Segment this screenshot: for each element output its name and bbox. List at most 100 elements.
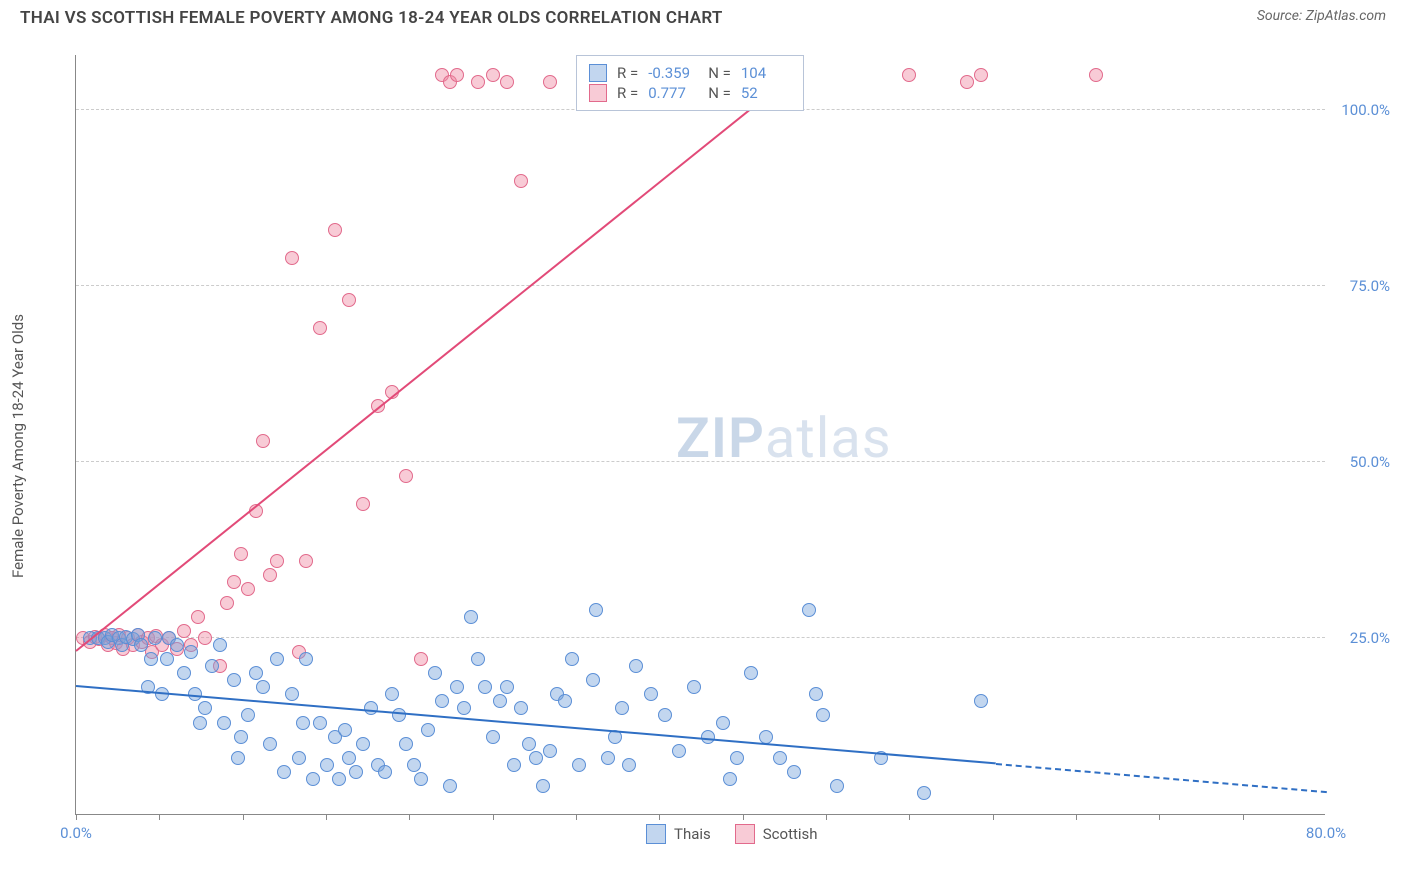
scatter-point (514, 174, 528, 188)
scatter-point (263, 737, 277, 751)
scatter-point (644, 687, 658, 701)
scatter-point (443, 779, 457, 793)
x-tick (993, 814, 994, 820)
scatter-point (716, 716, 730, 730)
gridline (76, 637, 1325, 638)
scatter-point (356, 497, 370, 511)
scatter-point (629, 659, 643, 673)
scatter-point (177, 624, 191, 638)
scatter-point (773, 751, 787, 765)
scatter-point (277, 765, 291, 779)
scatter-point (342, 293, 356, 307)
scatter-point (450, 68, 464, 82)
stats-row: R =0.777N =52 (589, 84, 791, 102)
scatter-point (450, 680, 464, 694)
scatter-point (285, 687, 299, 701)
x-tick-label: 80.0% (1306, 824, 1346, 842)
x-tick (909, 814, 910, 820)
scatter-point (514, 701, 528, 715)
scatter-point (332, 772, 346, 786)
scatter-point (299, 652, 313, 666)
scatter-point (435, 694, 449, 708)
scatter-point (193, 716, 207, 730)
x-tick (826, 814, 827, 820)
legend-swatch (735, 824, 755, 844)
scatter-point (349, 765, 363, 779)
scatter-point (601, 751, 615, 765)
scatter-point (414, 772, 428, 786)
scatter-point (177, 666, 191, 680)
scatter-point (500, 680, 514, 694)
scatter-point (191, 610, 205, 624)
scatter-point (787, 765, 801, 779)
scatter-chart: ZIPatlas 25.0%50.0%75.0%100.0%0.0%80.0%R… (75, 55, 1325, 815)
scatter-point (292, 751, 306, 765)
scatter-point (299, 554, 313, 568)
series-swatch (589, 64, 607, 82)
scatter-point (471, 652, 485, 666)
stat-n-value: 52 (741, 84, 791, 102)
legend-label: Thais (674, 825, 711, 843)
scatter-point (170, 638, 184, 652)
scatter-point (428, 666, 442, 680)
scatter-point (543, 744, 557, 758)
stat-n-value: 104 (741, 64, 791, 82)
scatter-point (256, 680, 270, 694)
scatter-point (486, 68, 500, 82)
scatter-point (486, 730, 500, 744)
scatter-point (471, 75, 485, 89)
scatter-point (144, 652, 158, 666)
scatter-point (205, 659, 219, 673)
stats-legend-box: R =-0.359N =104R =0.777N =52 (576, 55, 804, 111)
scatter-point (723, 772, 737, 786)
scatter-point (356, 737, 370, 751)
scatter-point (974, 68, 988, 82)
x-tick (493, 814, 494, 820)
gridline (76, 461, 1325, 462)
scatter-point (241, 582, 255, 596)
scatter-point (227, 673, 241, 687)
stats-row: R =-0.359N =104 (589, 64, 791, 82)
scatter-point (457, 701, 471, 715)
scatter-point (507, 758, 521, 772)
y-axis-label: Female Poverty Among 18-24 Year Olds (9, 314, 27, 578)
scatter-point (184, 645, 198, 659)
y-tick-label: 100.0% (1341, 101, 1390, 119)
scatter-point (572, 758, 586, 772)
scatter-point (960, 75, 974, 89)
scatter-point (414, 652, 428, 666)
legend-item: Thais (646, 824, 711, 844)
scatter-point (902, 68, 916, 82)
scatter-point (270, 652, 284, 666)
scatter-point (701, 730, 715, 744)
scatter-point (730, 751, 744, 765)
x-tick (409, 814, 410, 820)
scatter-point (529, 751, 543, 765)
scatter-point (421, 723, 435, 737)
scatter-point (285, 251, 299, 265)
legend-label: Scottish (763, 825, 818, 843)
scatter-point (586, 673, 600, 687)
scatter-point (263, 568, 277, 582)
scatter-point (500, 75, 514, 89)
scatter-point (234, 547, 248, 561)
scatter-point (198, 631, 212, 645)
x-tick (243, 814, 244, 820)
stat-r-value: -0.359 (648, 64, 698, 82)
scatter-point (802, 603, 816, 617)
scatter-point (1089, 68, 1103, 82)
stat-n-label: N = (708, 84, 731, 102)
scatter-point (522, 737, 536, 751)
scatter-point (478, 680, 492, 694)
scatter-point (493, 694, 507, 708)
scatter-point (148, 631, 162, 645)
scatter-point (342, 751, 356, 765)
x-tick (76, 814, 77, 820)
x-tick (159, 814, 160, 820)
stat-r-label: R = (617, 64, 638, 82)
scatter-point (392, 708, 406, 722)
stat-r-value: 0.777 (648, 84, 698, 102)
scatter-point (378, 765, 392, 779)
trend-line (75, 73, 795, 652)
x-tick (659, 814, 660, 820)
